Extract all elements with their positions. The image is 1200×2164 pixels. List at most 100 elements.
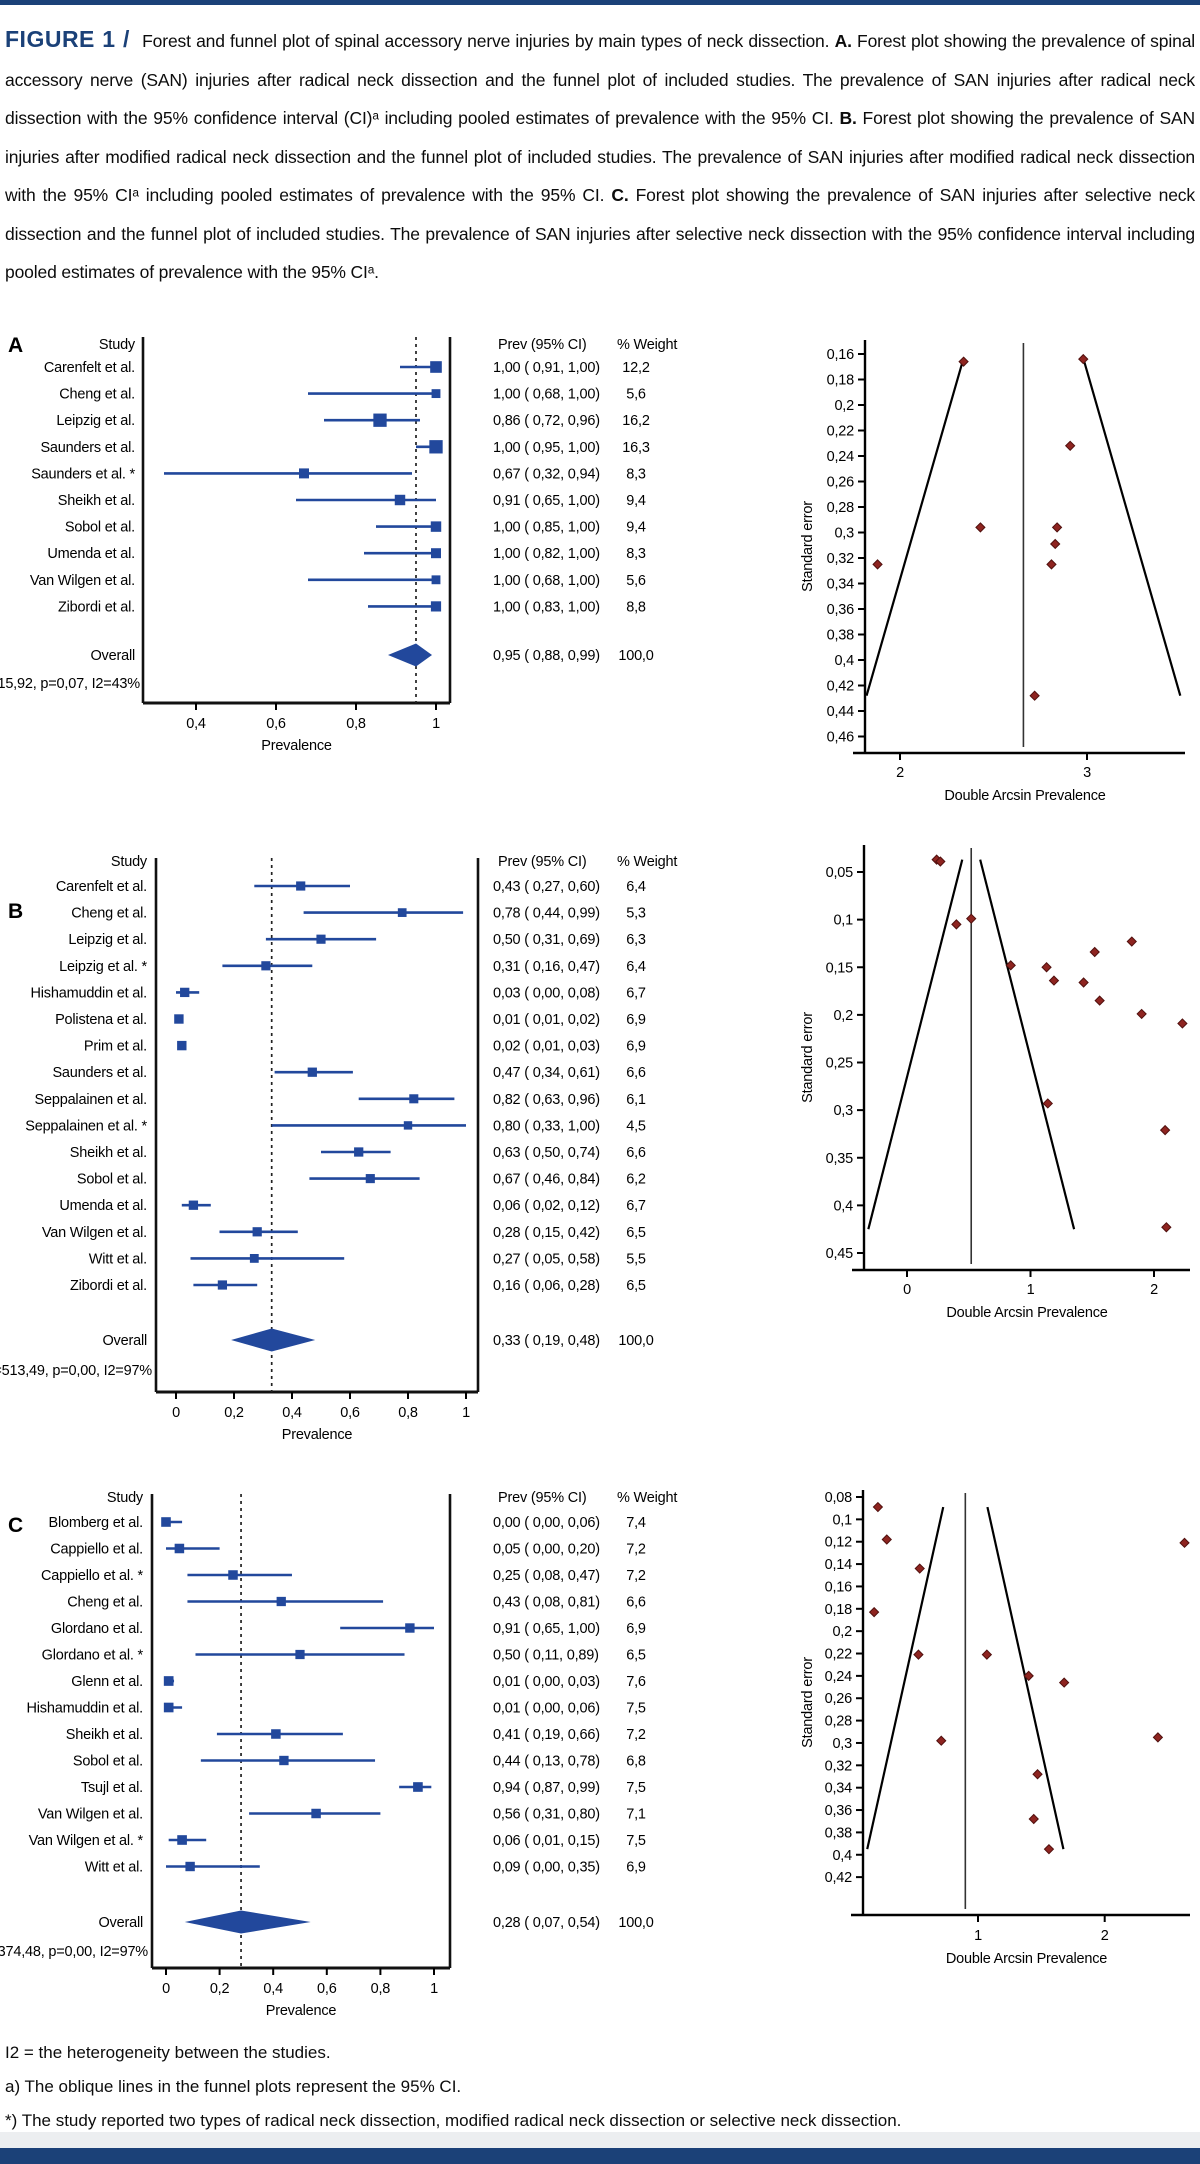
funnel-point bbox=[1094, 995, 1105, 1006]
funnel-y-tick-label: 0,46 bbox=[827, 730, 855, 746]
funnel-y-tick-label: 0,15 bbox=[826, 960, 854, 976]
forest-weight-header: % Weight bbox=[617, 854, 677, 870]
funnel-ci-line-left bbox=[867, 859, 964, 1230]
study-weight: 6,6 bbox=[626, 1145, 646, 1161]
study-weight: 7,2 bbox=[626, 1568, 646, 1584]
caption-panel-a-label: A. bbox=[834, 31, 852, 51]
study-marker bbox=[431, 389, 441, 399]
study-name: Van Wilgen et al. bbox=[30, 573, 135, 589]
study-name: Zibordi et al. bbox=[70, 1278, 147, 1294]
study-marker bbox=[365, 1174, 375, 1184]
study-marker bbox=[261, 961, 271, 971]
study-marker bbox=[279, 1755, 289, 1766]
study-marker bbox=[409, 1094, 419, 1104]
panel-label: B bbox=[8, 900, 23, 923]
funnel-y-tick-label: 0,1 bbox=[833, 913, 853, 929]
study-marker bbox=[373, 413, 387, 427]
study-name: Leipzig et al. * bbox=[59, 959, 147, 975]
study-weight: 16,2 bbox=[622, 413, 650, 429]
figure-label: FIGURE 1 / bbox=[5, 26, 130, 52]
study-weight: 7,5 bbox=[626, 1701, 646, 1717]
study-prev-ci: 1,00 ( 0,83, 1,00) bbox=[493, 599, 600, 615]
study-weight: 7,5 bbox=[626, 1833, 646, 1849]
funnel-y-tick-label: 0,35 bbox=[826, 1151, 854, 1167]
funnel-point bbox=[936, 1735, 947, 1746]
funnel-point bbox=[1046, 559, 1057, 570]
funnel-y-tick-label: 0,4 bbox=[834, 653, 854, 669]
study-name: Leipzig et al. bbox=[68, 932, 147, 948]
funnel-point bbox=[958, 356, 969, 367]
study-marker bbox=[295, 1649, 305, 1660]
forest-weight-header: % Weight bbox=[617, 337, 677, 353]
forest-x-axis-label: Prevalence bbox=[261, 738, 332, 754]
funnel-y-tick-label: 0,24 bbox=[825, 1669, 853, 1685]
funnel-y-tick-label: 0,42 bbox=[825, 1870, 853, 1886]
study-prev-ci: 0,82 ( 0,63, 0,96) bbox=[493, 1092, 600, 1108]
study-name: Van Wilgen et al. * bbox=[29, 1833, 144, 1849]
study-prev-ci: 0,50 ( 0,11, 0,89) bbox=[493, 1648, 599, 1664]
funnel-y-axis-label: Standard error bbox=[800, 1657, 816, 1748]
funnel-y-tick-label: 0,32 bbox=[825, 1758, 853, 1774]
study-prev-ci: 0,03 ( 0,00, 0,08) bbox=[493, 985, 600, 1001]
funnel-y-tick-label: 0,44 bbox=[827, 704, 855, 720]
study-marker bbox=[188, 1200, 199, 1210]
study-weight: 6,3 bbox=[626, 932, 646, 948]
funnel-point bbox=[1041, 962, 1052, 973]
study-prev-ci: 0,05 ( 0,00, 0,20) bbox=[493, 1542, 600, 1558]
funnel-y-axis-label: Standard error bbox=[800, 1012, 816, 1103]
study-weight: 6,5 bbox=[626, 1278, 646, 1294]
study-marker bbox=[430, 601, 442, 612]
study-prev-ci: 0,31 ( 0,16, 0,47) bbox=[493, 959, 600, 975]
funnel-point bbox=[1032, 1769, 1043, 1780]
funnel-y-tick-label: 0,18 bbox=[827, 373, 855, 389]
study-name: Sheikh et al. bbox=[66, 1727, 143, 1743]
funnel-y-tick-label: 0,12 bbox=[825, 1535, 853, 1551]
study-marker bbox=[405, 1623, 415, 1633]
overall-label: Overall bbox=[98, 1915, 143, 1931]
study-weight: 7,1 bbox=[626, 1807, 646, 1823]
study-weight: 6,4 bbox=[626, 959, 646, 975]
study-weight: 6,5 bbox=[626, 1225, 646, 1241]
study-marker bbox=[403, 1121, 413, 1130]
footnote-asterisk: *) The study reported two types of radic… bbox=[5, 2111, 902, 2130]
funnel-x-tick-label: 1 bbox=[1027, 1282, 1035, 1298]
overall-prev-ci: 0,33 ( 0,19, 0,48) bbox=[493, 1333, 600, 1349]
study-prev-ci: 0,41 ( 0,19, 0,66) bbox=[493, 1727, 600, 1743]
funnel-x-tick-label: 3 bbox=[1083, 765, 1091, 781]
funnel-point bbox=[1050, 538, 1061, 550]
funnel-y-tick-label: 0,42 bbox=[827, 679, 855, 695]
study-name: Van Wilgen et al. bbox=[42, 1225, 147, 1241]
forest-x-tick-label: 1 bbox=[462, 1405, 470, 1421]
study-weight: 6,9 bbox=[626, 1621, 646, 1637]
study-prev-ci: 0,91 ( 0,65, 1,00) bbox=[493, 493, 600, 509]
overall-diamond bbox=[184, 1910, 311, 1934]
overall-diamond bbox=[388, 643, 432, 667]
funnel-point bbox=[951, 919, 962, 930]
study-marker bbox=[431, 548, 441, 559]
study-name: Witt et al. bbox=[85, 1860, 143, 1876]
study-marker bbox=[180, 987, 190, 998]
study-marker bbox=[394, 494, 406, 506]
study-marker bbox=[316, 934, 326, 944]
funnel-point bbox=[1005, 960, 1016, 971]
study-name: Carenfelt et al. bbox=[44, 360, 135, 376]
funnel-point bbox=[1159, 1124, 1171, 1136]
study-weight: 6,7 bbox=[626, 1198, 646, 1214]
study-name: Glenn et al. bbox=[71, 1674, 143, 1690]
study-name: Saunders et al. bbox=[40, 440, 135, 456]
forest-x-tick-label: 0,4 bbox=[186, 716, 206, 732]
funnel-y-tick-label: 0,25 bbox=[826, 1056, 854, 1072]
funnel-point bbox=[1042, 1098, 1053, 1109]
funnel-x-tick-label: 2 bbox=[896, 765, 904, 781]
funnel-x-axis-label: Double Arcsin Prevalence bbox=[946, 1305, 1107, 1321]
funnel-point bbox=[1043, 1843, 1055, 1855]
study-name: Cappiello et al. * bbox=[41, 1568, 144, 1584]
caption-text: Forest plot showing the prevalence of sp… bbox=[5, 31, 1196, 128]
funnel-point bbox=[1078, 353, 1089, 365]
funnel-ci-line-right bbox=[979, 859, 1076, 1230]
forest-x-tick-label: 0,6 bbox=[340, 1405, 360, 1421]
study-weight: 4,5 bbox=[626, 1118, 646, 1134]
funnel-point bbox=[881, 1534, 892, 1545]
study-weight: 5,6 bbox=[626, 387, 646, 403]
study-marker bbox=[307, 1067, 317, 1077]
